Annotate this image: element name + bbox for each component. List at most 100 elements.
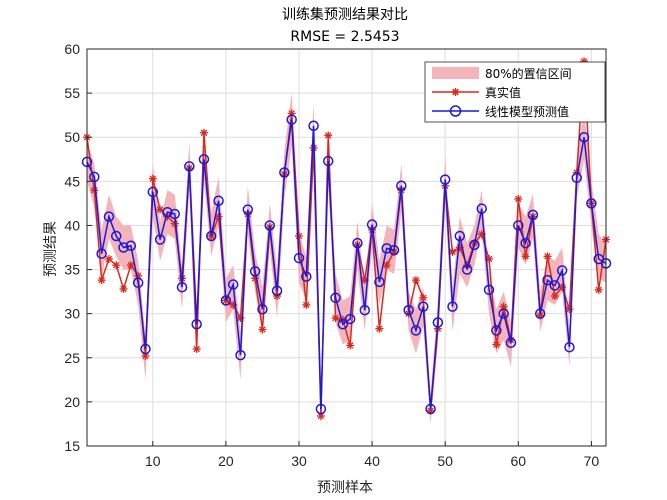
true-value-point bbox=[294, 232, 303, 241]
x-tick-label: 20 bbox=[218, 453, 234, 469]
prediction-point bbox=[476, 203, 487, 214]
true-value-point bbox=[112, 261, 121, 270]
prediction-point bbox=[322, 155, 334, 167]
prediction-point bbox=[564, 341, 575, 353]
prediction-point bbox=[89, 171, 100, 183]
prediction-point bbox=[505, 337, 517, 349]
y-tick-label: 60 bbox=[64, 41, 80, 57]
true-value-point bbox=[550, 292, 559, 301]
prediction-point bbox=[469, 239, 480, 251]
chart-subtitle: RMSE = 2.5453 bbox=[290, 29, 399, 45]
prediction-point bbox=[337, 319, 349, 330]
prediction-point bbox=[396, 180, 407, 191]
true-value-point bbox=[273, 292, 282, 301]
legend-band-swatch bbox=[432, 67, 479, 79]
prediction-series bbox=[81, 114, 612, 415]
y-tick-label: 45 bbox=[64, 173, 80, 189]
y-tick-label: 15 bbox=[64, 438, 80, 454]
prediction-point bbox=[227, 279, 239, 290]
prediction-point bbox=[461, 264, 473, 275]
x-tick-label: 70 bbox=[584, 453, 600, 469]
prediction-point bbox=[571, 172, 583, 184]
prediction-point bbox=[366, 219, 378, 230]
prediction-point bbox=[103, 211, 115, 222]
true-value-point bbox=[382, 261, 391, 270]
prediction-point bbox=[154, 234, 166, 245]
prediction-point bbox=[206, 230, 217, 242]
prediction-point bbox=[301, 271, 312, 282]
legend: 80%的置信区间 真实值 线性模型预测值 bbox=[424, 61, 606, 123]
prediction-point bbox=[330, 292, 341, 304]
x-tick-label: 50 bbox=[437, 453, 453, 469]
true-value-point bbox=[148, 174, 157, 183]
true-value-point bbox=[375, 324, 384, 333]
prediction-point bbox=[220, 295, 232, 306]
prediction-point bbox=[418, 301, 429, 312]
x-tick-label: 10 bbox=[145, 453, 161, 469]
legend-star-marker bbox=[451, 88, 460, 96]
prediction-point bbox=[132, 277, 144, 289]
prediction-point bbox=[344, 313, 356, 325]
prediction-point bbox=[498, 308, 509, 319]
prediction-point bbox=[381, 243, 392, 254]
prediction-point bbox=[308, 120, 319, 132]
true-value-point bbox=[302, 300, 311, 309]
true-value-point bbox=[331, 314, 340, 323]
prediction-point bbox=[213, 195, 224, 206]
prediction-point bbox=[491, 325, 502, 336]
y-axis-label: 预测结果 bbox=[43, 221, 59, 277]
y-tick-label: 35 bbox=[64, 262, 80, 278]
prediction-point bbox=[425, 403, 436, 415]
true-value-point bbox=[258, 325, 267, 334]
prediction-point bbox=[439, 174, 451, 185]
prediction-point bbox=[140, 343, 151, 355]
prediction-point bbox=[169, 208, 180, 220]
prediction-point bbox=[403, 304, 414, 316]
y-tick-label: 40 bbox=[64, 217, 80, 233]
legend-pred-label: 线性模型预测值 bbox=[485, 104, 569, 119]
chart-title: 训练集预测结果对比 bbox=[282, 6, 408, 23]
prediction-point bbox=[191, 319, 202, 330]
prediction-point bbox=[176, 281, 188, 293]
true-value-point bbox=[543, 252, 552, 261]
axis-ticks: 10 20 30 40 50 60 70 15 20 25 30 35 40 45 50 55 60 bbox=[64, 41, 599, 469]
y-tick-label: 55 bbox=[64, 85, 80, 101]
true-value-point bbox=[126, 261, 135, 270]
prediction-point bbox=[454, 230, 466, 242]
prediction-point bbox=[388, 244, 400, 256]
true-value-point bbox=[324, 131, 333, 140]
prediction-point bbox=[235, 349, 246, 361]
prediction-point bbox=[483, 284, 495, 296]
true-value-point bbox=[156, 205, 165, 214]
legend-true-label: 真实值 bbox=[485, 85, 521, 100]
true-value-point bbox=[514, 194, 523, 203]
y-tick-label: 30 bbox=[64, 306, 80, 322]
prediction-point bbox=[542, 274, 553, 286]
prediction-point bbox=[198, 154, 210, 165]
plot-frame bbox=[86, 48, 607, 447]
y-tick-label: 50 bbox=[64, 129, 80, 145]
prediction-point bbox=[271, 285, 283, 296]
true-value-point bbox=[594, 285, 603, 294]
prediction-point bbox=[527, 209, 539, 221]
true-value-point bbox=[346, 341, 355, 350]
prediction-point bbox=[286, 114, 297, 125]
prediction-point bbox=[96, 248, 107, 259]
prediction-point bbox=[586, 198, 597, 209]
prediction-point bbox=[257, 304, 268, 315]
prediction-point bbox=[549, 280, 561, 291]
prediction-point bbox=[534, 308, 546, 319]
prediction-point bbox=[264, 220, 275, 231]
x-tick-label: 30 bbox=[291, 453, 307, 469]
prediction-point bbox=[162, 206, 173, 218]
true-value-point bbox=[448, 247, 457, 256]
x-axis-label: 预测样本 bbox=[317, 480, 373, 496]
prediction-point bbox=[447, 301, 458, 312]
prediction-point bbox=[242, 204, 254, 215]
x-tick-label: 40 bbox=[364, 453, 380, 469]
true-value-point bbox=[411, 276, 420, 285]
prediction-point bbox=[293, 252, 305, 264]
x-tick-label: 60 bbox=[510, 453, 526, 469]
prediction-point bbox=[513, 220, 524, 231]
